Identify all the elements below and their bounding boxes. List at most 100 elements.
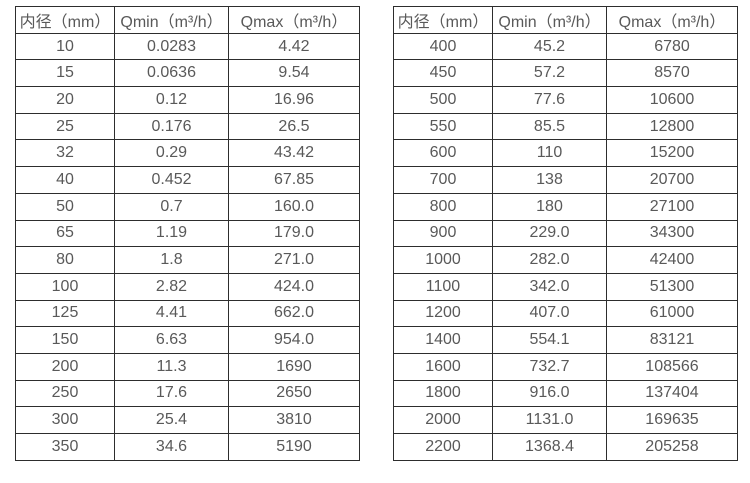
cell: 550 [393,112,493,141]
table-row: 1400 554.1 83121 [393,326,738,354]
table-row: 65 1.19 179.0 [15,219,360,248]
cell: 900 [393,219,493,248]
cell: 100 [15,272,115,301]
cell: 9.54 [228,59,360,88]
cell: 12800 [606,112,738,141]
header-row: 内径（mm） Qmin（m³/h） Qmax（m³/h） [15,6,360,34]
cell: 1.8 [114,246,229,274]
cell: 34300 [606,219,738,248]
cell: 32 [15,139,115,168]
cell: 10 [15,32,115,61]
cell: 300 [15,406,115,434]
table-row: 15 0.0636 9.54 [15,59,360,88]
cell: 11.3 [114,352,229,381]
cell: 110 [492,139,607,168]
cell: 25 [15,112,115,141]
table-row: 400 45.2 6780 [393,32,738,61]
cell: 2650 [228,379,360,408]
cell: 45.2 [492,32,607,61]
cell: 700 [393,166,493,194]
table-row: 300 25.4 3810 [15,406,360,434]
cell: 4.41 [114,299,229,328]
column-header-diameter: 内径（mm） [15,6,115,34]
cell: 15200 [606,139,738,168]
table-row: 900 229.0 34300 [393,219,738,248]
cell: 554.1 [492,326,607,354]
table-row: 2200 1368.4 205258 [393,433,738,461]
table-row: 450 57.2 8570 [393,59,738,88]
cell: 2000 [393,406,493,434]
table-row: 800 180 27100 [393,192,738,221]
cell: 205258 [606,433,738,461]
cell: 271.0 [228,246,360,274]
table-body: 400 45.2 6780 450 57.2 8570 500 77.6 10600 550 85.… [393,32,738,461]
cell: 3810 [228,406,360,434]
flow-spec-tables: 内径（mm） Qmin（m³/h） Qmax（m³/h） 10 0.0283 4.4… [15,6,738,461]
cell: 400 [393,32,493,61]
cell: 1690 [228,352,360,381]
cell: 954.0 [228,326,360,354]
cell: 0.452 [114,166,229,194]
table-row: 40 0.452 67.85 [15,166,360,194]
cell: 25.4 [114,406,229,434]
table-row: 25 0.176 26.5 [15,112,360,141]
cell: 20700 [606,166,738,194]
table-row: 500 77.6 10600 [393,86,738,114]
cell: 0.176 [114,112,229,141]
cell: 2200 [393,433,493,461]
cell: 4.42 [228,32,360,61]
cell: 10600 [606,86,738,114]
cell: 180 [492,192,607,221]
table-row: 350 34.6 5190 [15,433,360,461]
cell: 40 [15,166,115,194]
table-row: 32 0.29 43.42 [15,139,360,168]
table-row: 700 138 20700 [393,166,738,194]
column-header-qmax: Qmax（m³/h） [228,6,360,34]
column-header-diameter: 内径（mm） [393,6,493,34]
flow-table-large-diameters: 内径（mm） Qmin（m³/h） Qmax（m³/h） 400 45.2 6780… [393,6,738,461]
cell: 42400 [606,246,738,274]
table-row: 1000 282.0 42400 [393,246,738,274]
cell: 1400 [393,326,493,354]
cell: 0.12 [114,86,229,114]
cell: 50 [15,192,115,221]
cell: 20 [15,86,115,114]
cell: 1100 [393,272,493,301]
cell: 1368.4 [492,433,607,461]
cell: 282.0 [492,246,607,274]
table-row: 550 85.5 12800 [393,112,738,141]
table-row: 250 17.6 2650 [15,379,360,408]
table-row: 10 0.0283 4.42 [15,32,360,61]
cell: 407.0 [492,299,607,328]
cell: 5190 [228,433,360,461]
cell: 137404 [606,379,738,408]
cell: 16.96 [228,86,360,114]
table-row: 125 4.41 662.0 [15,299,360,328]
table-row: 1100 342.0 51300 [393,272,738,301]
cell: 732.7 [492,352,607,381]
cell: 34.6 [114,433,229,461]
table-row: 1600 732.7 108566 [393,352,738,381]
flow-table-small-diameters: 内径（mm） Qmin（m³/h） Qmax（m³/h） 10 0.0283 4.4… [15,6,360,461]
cell: 85.5 [492,112,607,141]
table-row: 80 1.8 271.0 [15,246,360,274]
cell: 0.0636 [114,59,229,88]
table-row: 200 11.3 1690 [15,352,360,381]
cell: 2.82 [114,272,229,301]
cell: 150 [15,326,115,354]
cell: 200 [15,352,115,381]
header-row: 内径（mm） Qmin（m³/h） Qmax（m³/h） [393,6,738,34]
cell: 1000 [393,246,493,274]
cell: 43.42 [228,139,360,168]
table-row: 600 110 15200 [393,139,738,168]
column-header-qmin: Qmin（m³/h） [492,6,607,34]
cell: 800 [393,192,493,221]
cell: 1800 [393,379,493,408]
cell: 80 [15,246,115,274]
column-header-qmax: Qmax（m³/h） [606,6,738,34]
cell: 125 [15,299,115,328]
cell: 8570 [606,59,738,88]
cell: 600 [393,139,493,168]
cell: 77.6 [492,86,607,114]
cell: 6780 [606,32,738,61]
